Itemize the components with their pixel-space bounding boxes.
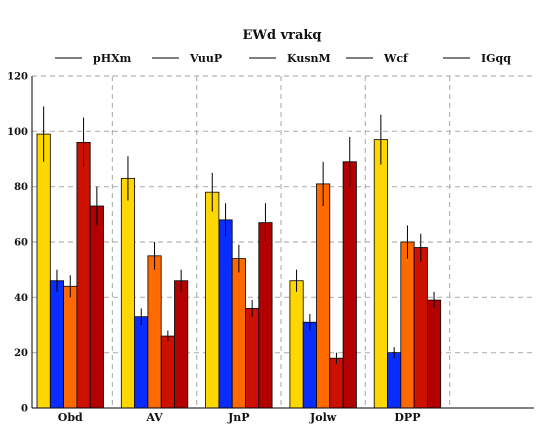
bar <box>218 219 233 409</box>
bar <box>147 255 162 409</box>
bar <box>36 133 51 409</box>
bar <box>205 191 220 409</box>
chart-legend: pHXm VuuP KusnM Wcf IGqq <box>55 52 511 65</box>
x-tick-label: JnP <box>227 411 249 424</box>
legend-label: pHXm <box>93 52 132 65</box>
bar <box>400 241 415 409</box>
bar <box>387 352 402 409</box>
bar <box>231 258 246 409</box>
bar <box>373 139 388 409</box>
bar <box>134 316 149 409</box>
bar <box>174 280 189 409</box>
y-tick-label: 80 <box>14 182 28 193</box>
bar <box>289 280 304 409</box>
bar <box>413 247 428 409</box>
bar <box>89 205 104 409</box>
y-tick-label: 0 <box>21 404 28 415</box>
bar-marks <box>36 106 442 409</box>
bar <box>245 307 260 409</box>
x-tick-label: Jolw <box>309 411 337 424</box>
bar <box>302 321 317 409</box>
bar <box>49 280 64 409</box>
bar <box>76 141 91 409</box>
bar <box>258 222 273 409</box>
bar <box>316 183 331 409</box>
legend-label: VuuP <box>189 52 222 65</box>
legend-label: IGqq <box>481 52 511 65</box>
y-tick-label: 100 <box>7 127 28 138</box>
bar <box>342 161 357 409</box>
bar <box>426 299 442 409</box>
x-tick-label: DPP <box>394 411 420 424</box>
legend-label: Wcf <box>383 52 409 65</box>
bar <box>120 177 136 409</box>
legend-label: KusnM <box>287 52 331 65</box>
y-tick-label: 20 <box>14 348 28 359</box>
bar <box>329 357 344 409</box>
grid-lines <box>32 75 534 408</box>
x-tick-label: AV <box>145 411 163 424</box>
axes: 0 20 40 60 80 100 120 Obd AV JnP Jolw DPP <box>7 72 534 424</box>
y-tick-label: 60 <box>14 238 28 249</box>
chart-title: EWd vrakq <box>242 28 321 43</box>
y-tick-label: 120 <box>7 72 28 83</box>
bar <box>160 335 175 409</box>
x-tick-label: Obd <box>58 411 83 424</box>
y-tick-label: 40 <box>14 293 28 304</box>
bar <box>63 285 78 409</box>
